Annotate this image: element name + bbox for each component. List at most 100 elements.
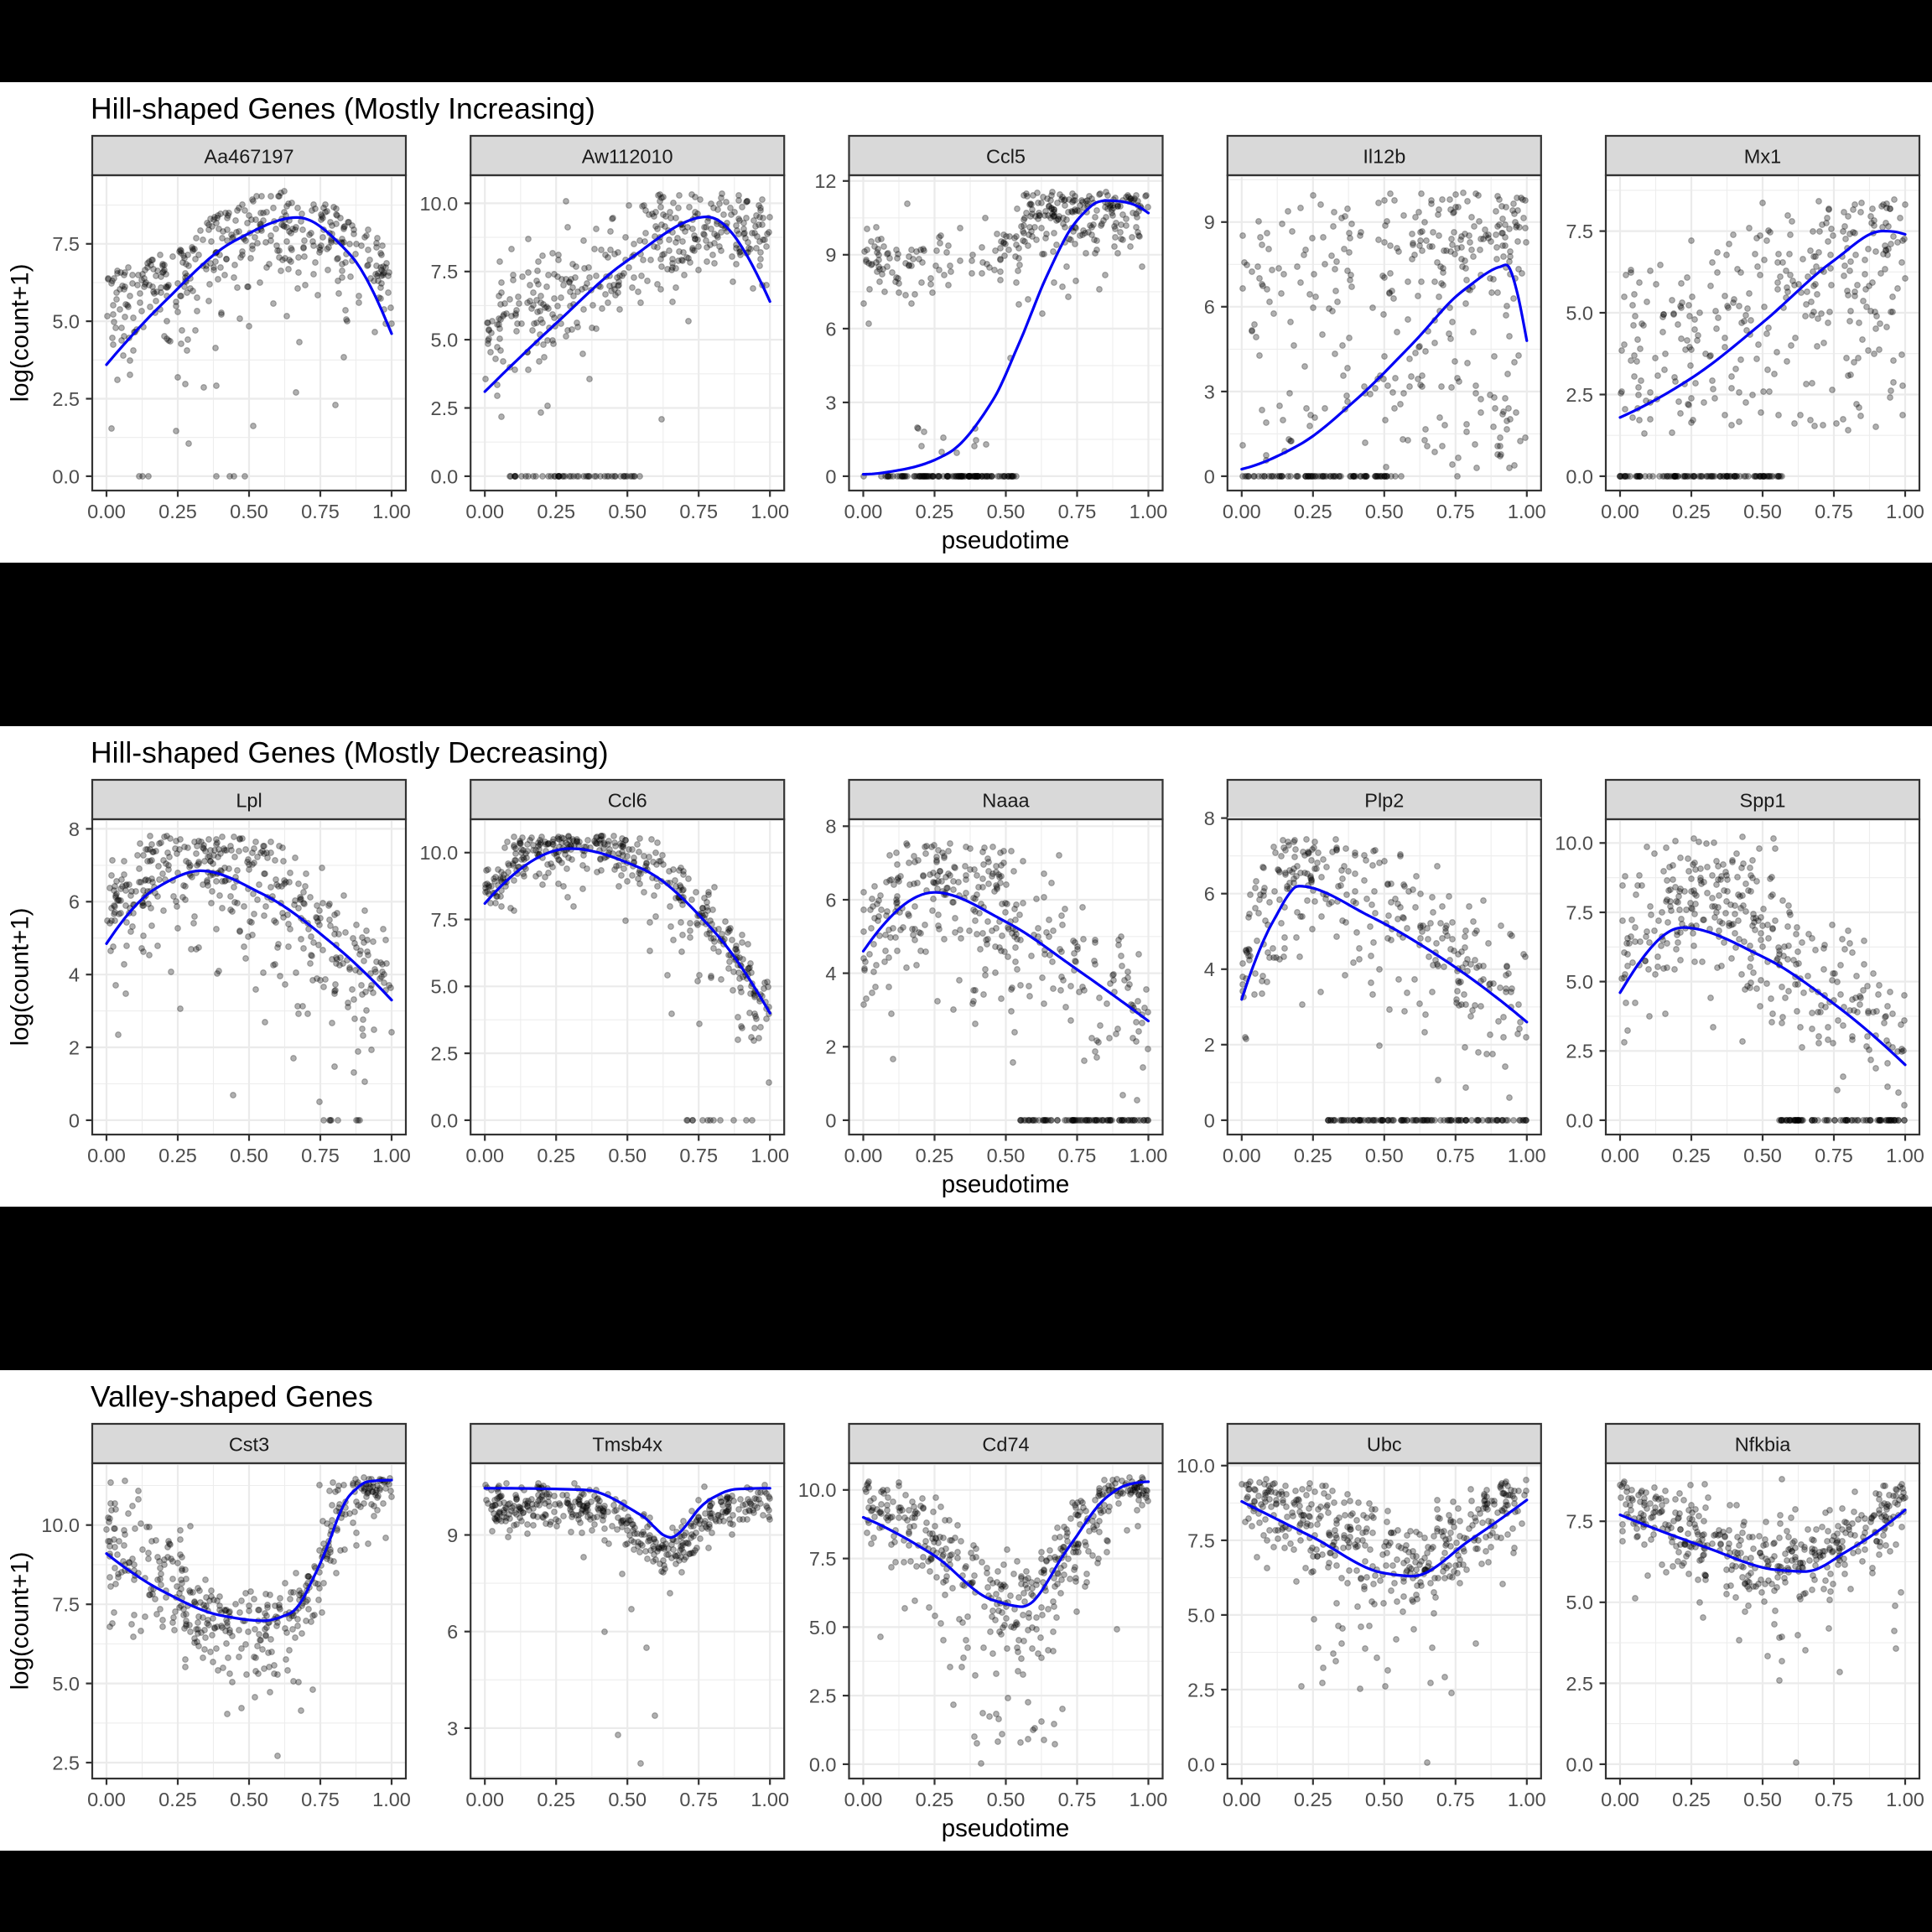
svg-text:pseudotime: pseudotime	[942, 527, 1070, 554]
svg-text:1.00: 1.00	[1130, 501, 1168, 522]
svg-text:2: 2	[69, 1036, 80, 1058]
svg-text:Aw112010: Aw112010	[582, 146, 673, 168]
svg-text:log(count+1): log(count+1)	[7, 264, 34, 402]
svg-text:0.75: 0.75	[1436, 501, 1475, 522]
svg-text:0: 0	[825, 465, 836, 487]
svg-text:4: 4	[1204, 958, 1215, 980]
svg-text:0.00: 0.00	[844, 1145, 883, 1166]
svg-text:0.50: 0.50	[230, 1145, 268, 1166]
svg-text:10.0: 10.0	[419, 193, 458, 215]
svg-text:6: 6	[1204, 296, 1215, 318]
svg-text:7.5: 7.5	[52, 233, 80, 255]
svg-text:0: 0	[825, 1109, 836, 1131]
svg-text:2.5: 2.5	[431, 1043, 459, 1065]
svg-text:3: 3	[1204, 381, 1215, 402]
svg-text:0.50: 0.50	[230, 501, 268, 522]
svg-text:Il12b: Il12b	[1363, 146, 1405, 168]
svg-text:Spp1: Spp1	[1740, 790, 1786, 812]
svg-text:7.5: 7.5	[431, 261, 459, 283]
svg-text:1.00: 1.00	[1886, 501, 1924, 522]
svg-text:7.5: 7.5	[1566, 221, 1593, 242]
svg-text:0.75: 0.75	[1436, 1145, 1475, 1166]
svg-text:Mx1: Mx1	[1744, 146, 1781, 168]
svg-text:0.00: 0.00	[465, 1145, 504, 1166]
svg-text:0: 0	[1204, 1109, 1215, 1131]
svg-text:0.75: 0.75	[301, 501, 340, 522]
svg-text:2.5: 2.5	[1566, 1041, 1593, 1062]
svg-text:2: 2	[825, 1036, 836, 1058]
svg-text:0.00: 0.00	[87, 1145, 126, 1166]
svg-text:8: 8	[825, 816, 836, 838]
svg-text:1.00: 1.00	[1508, 501, 1546, 522]
svg-text:0.25: 0.25	[158, 501, 197, 522]
svg-text:0.00: 0.00	[1601, 501, 1639, 522]
svg-text:1.00: 1.00	[1886, 1145, 1924, 1166]
svg-text:5.0: 5.0	[431, 976, 459, 998]
svg-text:0.25: 0.25	[916, 1145, 954, 1166]
svg-text:0.50: 0.50	[1743, 1145, 1782, 1166]
svg-text:Cst3: Cst3	[229, 1434, 269, 1456]
svg-text:Hill-shaped Genes (Mostly Incr: Hill-shaped Genes (Mostly Increasing)	[91, 92, 595, 126]
svg-text:0.25: 0.25	[1294, 501, 1332, 522]
svg-text:0.75: 0.75	[301, 1145, 340, 1166]
svg-text:log(count+1): log(count+1)	[7, 1552, 34, 1690]
svg-text:0.25: 0.25	[158, 1145, 197, 1166]
svg-text:6: 6	[69, 891, 80, 913]
svg-text:3: 3	[825, 392, 836, 413]
svg-text:Ccl6: Ccl6	[608, 790, 647, 812]
svg-text:9: 9	[825, 244, 836, 266]
svg-text:pseudotime: pseudotime	[942, 1815, 1070, 1842]
svg-text:log(count+1): log(count+1)	[7, 908, 34, 1046]
svg-text:0.0: 0.0	[1566, 465, 1593, 487]
svg-text:0.50: 0.50	[608, 501, 647, 522]
svg-text:0.50: 0.50	[1365, 501, 1404, 522]
svg-text:0.75: 0.75	[1815, 1145, 1853, 1166]
svg-text:6: 6	[1204, 883, 1215, 905]
svg-text:0.00: 0.00	[1223, 501, 1261, 522]
svg-text:0.50: 0.50	[987, 501, 1026, 522]
svg-text:5.0: 5.0	[52, 311, 80, 333]
svg-text:0.25: 0.25	[537, 1145, 575, 1166]
svg-text:0.50: 0.50	[1743, 501, 1782, 522]
svg-text:1.00: 1.00	[372, 1145, 411, 1166]
svg-text:0.00: 0.00	[1223, 1145, 1261, 1166]
svg-text:1.00: 1.00	[750, 501, 789, 522]
svg-text:7.5: 7.5	[431, 909, 459, 931]
svg-text:0.0: 0.0	[52, 465, 80, 487]
svg-text:1.00: 1.00	[372, 501, 411, 522]
svg-text:0.25: 0.25	[537, 501, 575, 522]
svg-text:0.25: 0.25	[1294, 1145, 1332, 1166]
svg-text:pseudotime: pseudotime	[942, 1171, 1070, 1198]
svg-text:1.00: 1.00	[750, 1145, 789, 1166]
svg-text:0.0: 0.0	[1566, 1109, 1593, 1131]
svg-text:10.0: 10.0	[419, 842, 458, 864]
svg-text:0.75: 0.75	[1058, 501, 1097, 522]
svg-text:0.25: 0.25	[1672, 501, 1711, 522]
svg-text:5.0: 5.0	[1566, 302, 1593, 324]
svg-text:8: 8	[69, 818, 80, 840]
svg-text:4: 4	[825, 963, 836, 984]
svg-text:Ccl5: Ccl5	[986, 146, 1026, 168]
svg-text:0.50: 0.50	[987, 1145, 1026, 1166]
svg-text:Naaa: Naaa	[982, 790, 1030, 812]
svg-text:4: 4	[69, 964, 80, 986]
svg-text:0.75: 0.75	[1058, 1145, 1097, 1166]
svg-text:8: 8	[1204, 808, 1215, 829]
svg-text:1.00: 1.00	[1130, 1145, 1168, 1166]
svg-text:0.75: 0.75	[679, 501, 718, 522]
svg-text:2.5: 2.5	[1566, 384, 1593, 406]
svg-text:9: 9	[1204, 211, 1215, 233]
svg-text:Hill-shaped Genes (Mostly Decr: Hill-shaped Genes (Mostly Decreasing)	[91, 736, 609, 770]
svg-text:1.00: 1.00	[1508, 1145, 1546, 1166]
svg-text:0: 0	[69, 1109, 80, 1131]
svg-text:5.0: 5.0	[1566, 971, 1593, 993]
svg-text:0.75: 0.75	[1815, 501, 1853, 522]
svg-text:0.75: 0.75	[679, 1145, 718, 1166]
svg-text:0.00: 0.00	[844, 501, 883, 522]
svg-text:5.0: 5.0	[431, 330, 459, 351]
svg-text:6: 6	[825, 889, 836, 911]
svg-text:6: 6	[825, 318, 836, 340]
svg-text:0.25: 0.25	[1672, 1145, 1711, 1166]
svg-text:0.50: 0.50	[1365, 1145, 1404, 1166]
svg-text:0.00: 0.00	[465, 501, 504, 522]
